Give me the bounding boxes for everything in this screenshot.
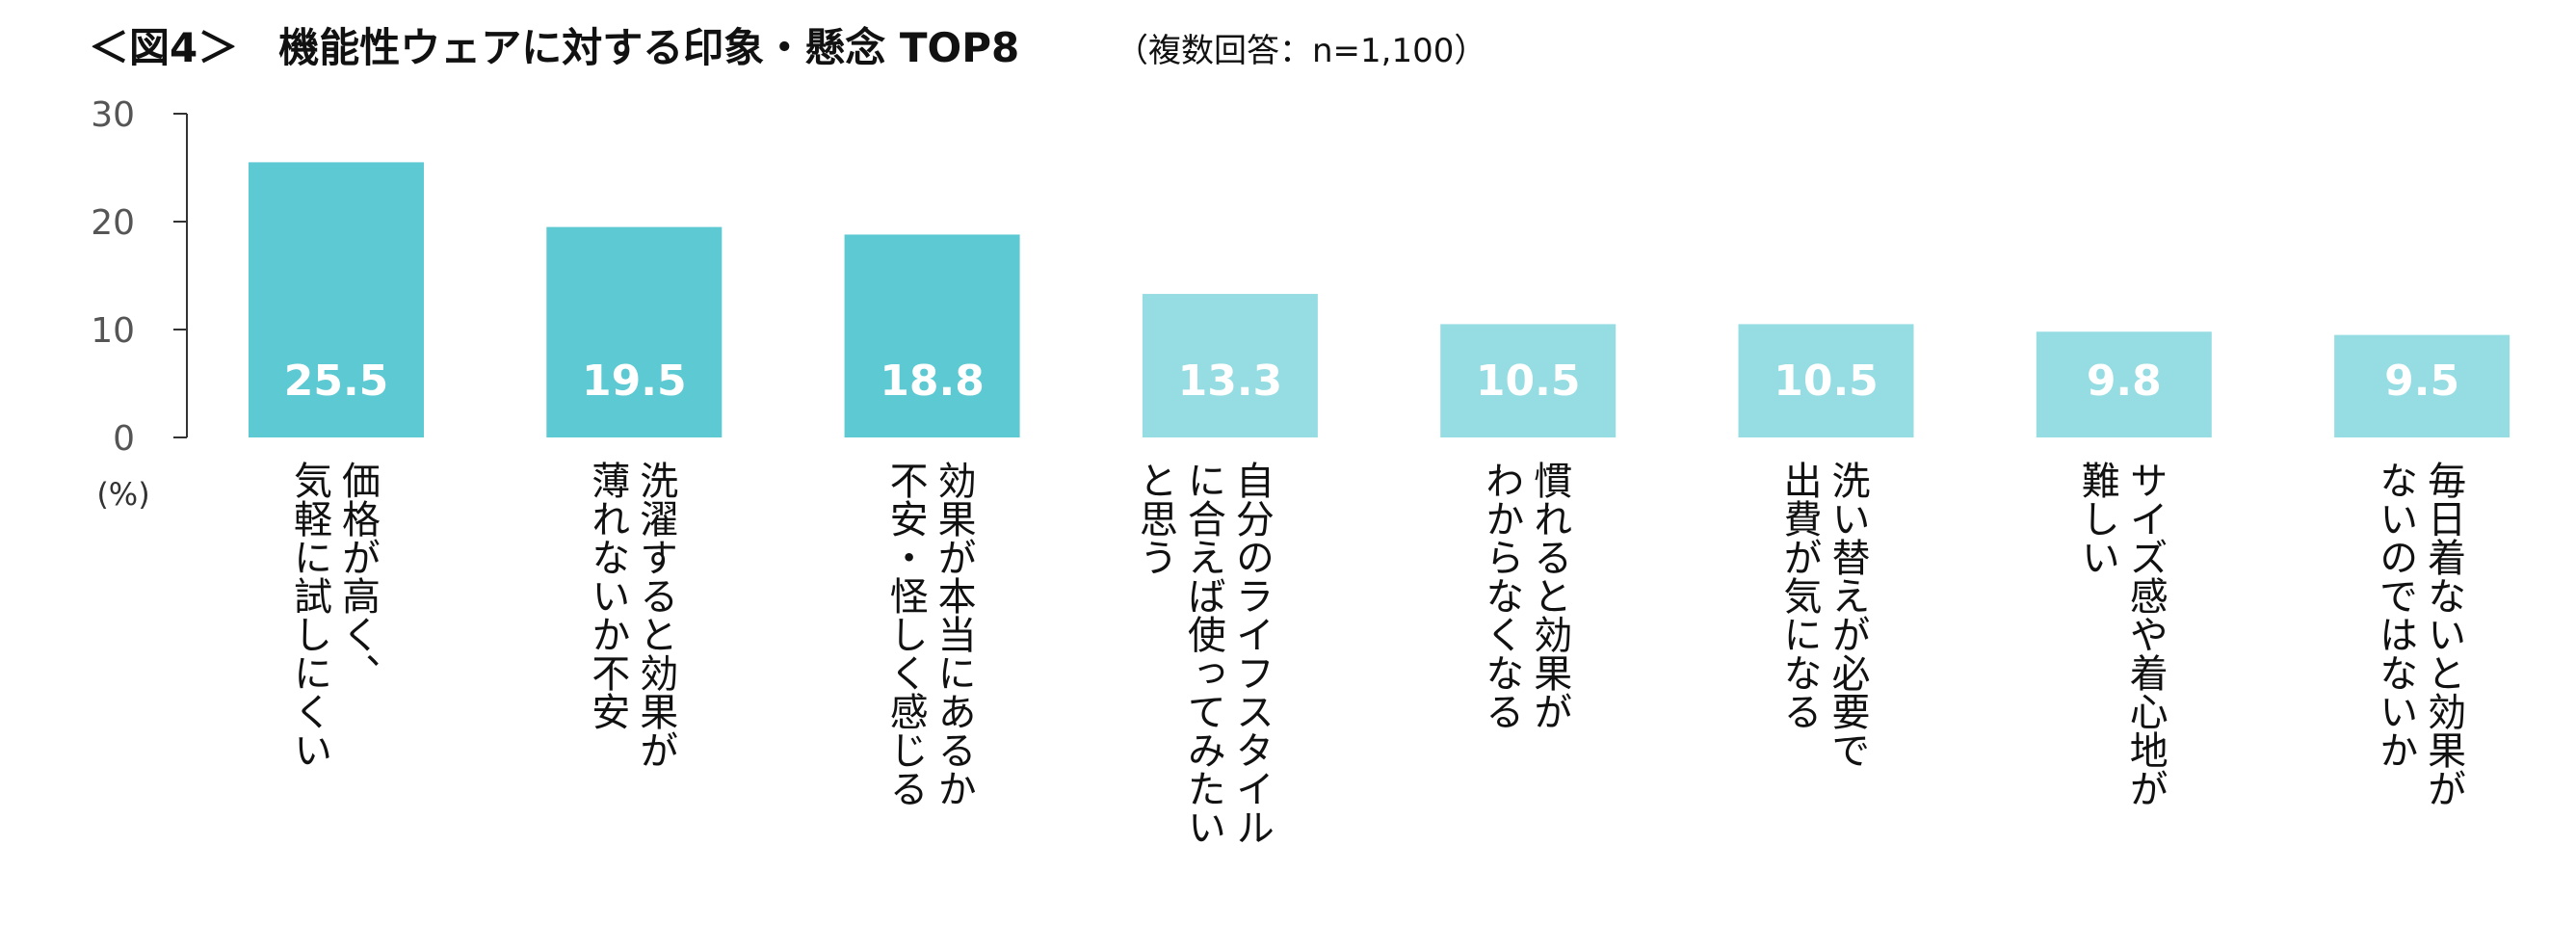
category-label-line: と思う (1133, 461, 1177, 576)
bar-value-label: 10.5 (1476, 357, 1581, 406)
chart-title: ＜図4＞ 機能性ウェアに対する印象・懸念 TOP8 （複数回答：n=1,100） (89, 24, 1486, 71)
category-label-line: に合えば使ってみたい (1181, 461, 1226, 846)
bar-value-label: 18.8 (880, 357, 985, 406)
bar (1738, 324, 1914, 437)
bar (1440, 324, 1617, 437)
bar (2036, 331, 2212, 437)
chart-title-main: ＜図4＞ 機能性ウェアに対する印象・懸念 TOP8 (89, 24, 1019, 71)
y-tick-label: 10 (91, 311, 135, 351)
bar (844, 234, 1020, 437)
y-tick-label: 30 (91, 95, 135, 135)
chart-subtitle: （複数回答：n=1,100） (1116, 32, 1486, 70)
bar-value-label: 9.8 (2087, 357, 2162, 406)
category-label-line: 洗濯すると効果が (633, 461, 677, 769)
category-label-line: 出費が気になる (1777, 461, 1822, 730)
y-tick-label: 0 (113, 419, 135, 459)
category-label-line: サイズ感や着心地が (2123, 461, 2168, 807)
category-label-line: 不安・怪しく感じる (883, 461, 928, 807)
y-tick-label: 20 (91, 203, 135, 243)
y-axis-ticks: 0 10 20 30 (91, 95, 187, 459)
category-label-line: 慣れると効果が (1527, 461, 1571, 730)
bar (249, 162, 424, 437)
bar-value-label: 10.5 (1774, 357, 1879, 406)
category-label-line: 効果が本当にあるか (932, 461, 976, 807)
bar-value-label: 19.5 (582, 357, 687, 406)
category-label-line: 自分のライフスタイル (1229, 461, 1274, 846)
category-label-line: ないのではないか (2373, 461, 2417, 769)
category-label-line: 薄れないか不安 (585, 461, 629, 730)
category-label-line: 毎日着ないと効果が (2421, 461, 2465, 807)
category-label-line: 価格が高く、 (335, 461, 381, 692)
bar-value-label: 9.5 (2384, 357, 2459, 406)
category-label: 価格が高く、気軽に試しにくい (287, 461, 381, 769)
category-label-line: 難しい (2075, 461, 2119, 576)
category-label-line: わからなくなる (1479, 461, 1523, 730)
bar-value-label: 25.5 (284, 357, 389, 406)
bar (546, 226, 723, 437)
y-axis-unit: (%) (96, 476, 149, 513)
bar-value-label: 13.3 (1178, 357, 1283, 406)
category-label-line: 気軽に試しにくい (287, 461, 331, 769)
bar (1142, 294, 1318, 437)
bars: 25.5 19.5 18.8 13.3 10.5 10.5 9.8 9.5 (249, 162, 2510, 437)
category-label-line: 洗い替えが必要で (1826, 461, 1870, 769)
bar (2334, 334, 2510, 437)
